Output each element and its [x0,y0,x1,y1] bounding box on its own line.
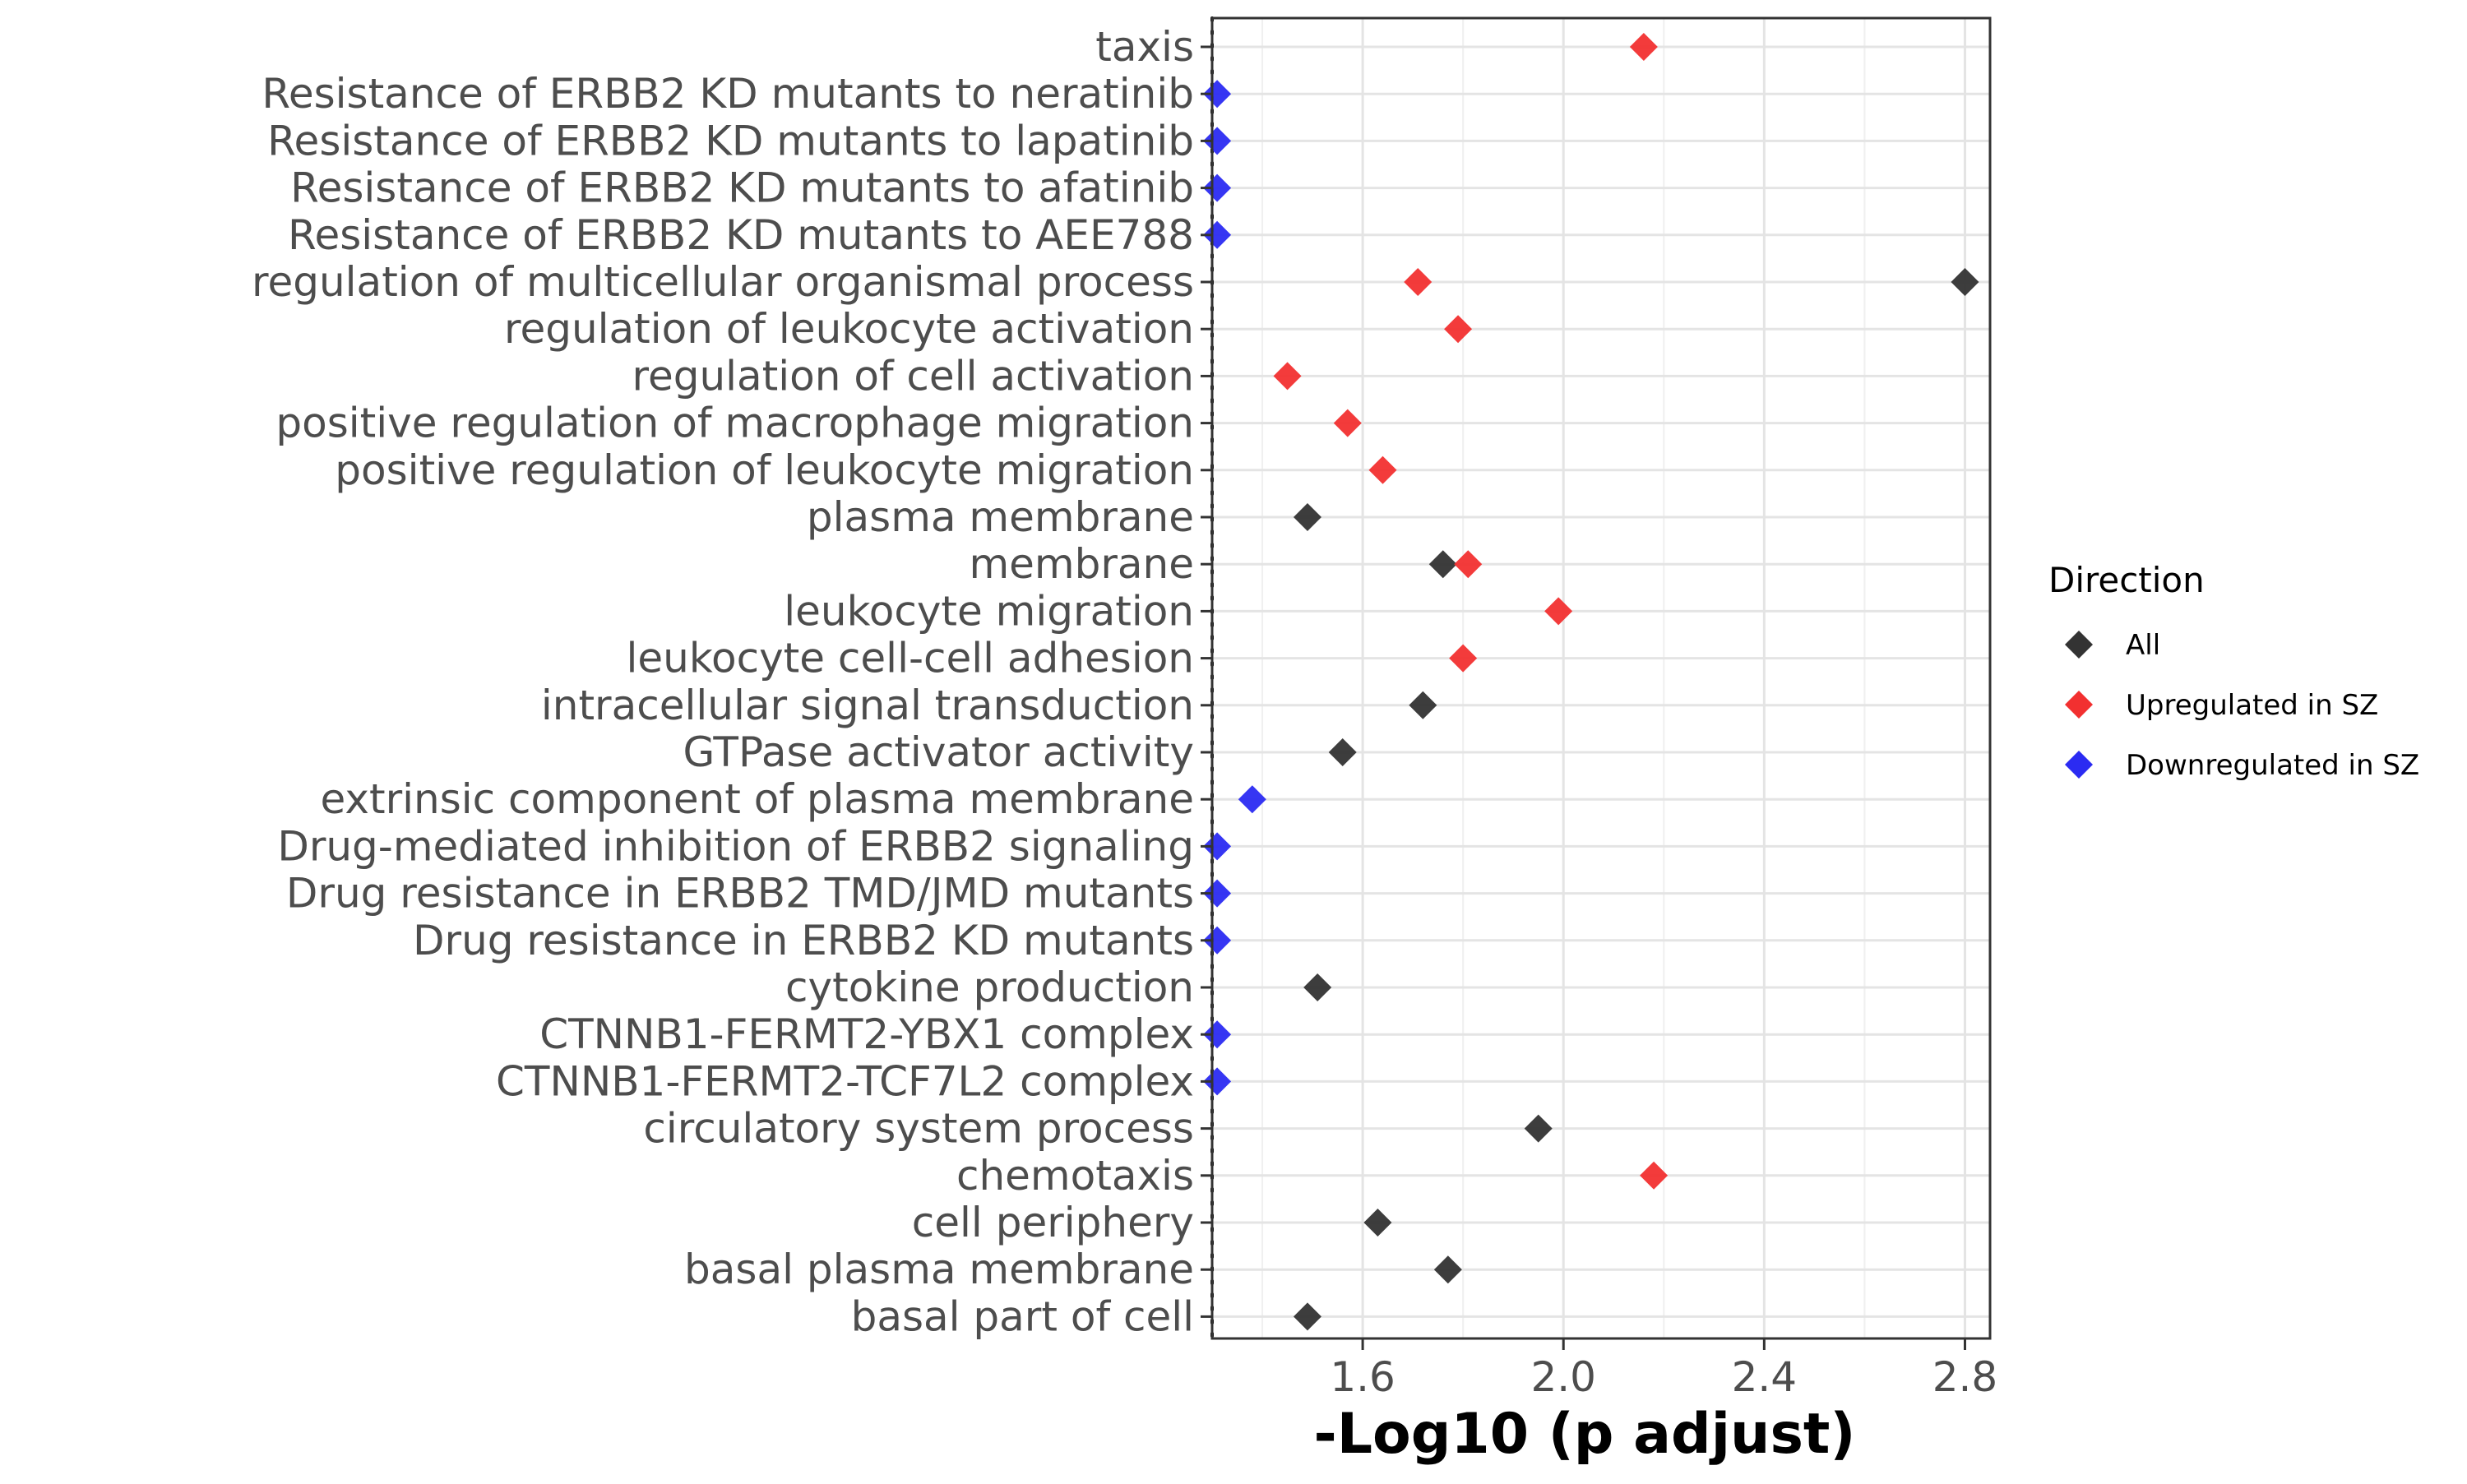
data-point-downregulated-in-sz [1203,926,1232,955]
data-points [1203,16,1992,1340]
data-point-downregulated-in-sz [1203,1020,1232,1049]
data-point-all [1951,268,1979,296]
legend-title: Direction [2048,560,2205,600]
y-tick-label: CTNNB1-FERMT2-TCF7L2 complex [496,1057,1194,1105]
y-tick-label: leukocyte migration [784,587,1194,635]
data-point-downregulated-in-sz [1203,879,1232,908]
data-point-downregulated-in-sz [1203,220,1232,249]
y-tick-label: CTNNB1-FERMT2-YBX1 complex [539,1010,1194,1058]
y-tick-label: Drug-mediated inhibition of ERBB2 signal… [277,822,1194,870]
legend-key-icon [2065,691,2093,719]
data-point-all [1303,973,1332,1001]
x-tick-label: 2.8 [1932,1353,1998,1401]
data-point-downregulated-in-sz [1203,173,1232,202]
y-tick-label: GTPase activator activity [683,728,1194,776]
y-tick-label: Resistance of ERBB2 KD mutants to afatin… [290,164,1194,212]
data-point-upregulated-in-sz [1449,644,1478,673]
data-point-upregulated-in-sz [1273,362,1302,391]
data-point-upregulated-in-sz [1368,455,1397,484]
data-point-upregulated-in-sz [1333,409,1362,437]
y-tick-label: positive regulation of leukocyte migrati… [335,446,1194,494]
y-tick-label: Resistance of ERBB2 KD mutants to lapati… [267,117,1194,164]
y-tick-label: intracellular signal transduction [541,682,1194,729]
x-tick-label: 2.4 [1732,1353,1798,1401]
y-tick-label: circulatory system process [643,1105,1194,1153]
y-tick-label: regulation of leukocyte activation [504,305,1194,353]
y-tick-label: membrane [969,540,1194,588]
y-tick-label: cell periphery [912,1199,1194,1246]
data-point-all [1363,1209,1392,1237]
x-tick-label: 2.0 [1530,1353,1596,1401]
y-tick-label: leukocyte cell-cell adhesion [626,635,1194,682]
grid [1212,18,1990,1338]
data-point-upregulated-in-sz [1640,1161,1669,1190]
legend-label: All [2126,629,2160,662]
data-point-downregulated-in-sz [1203,832,1232,861]
y-tick-label: plasma membrane [807,493,1194,541]
y-tick-label: regulation of cell activation [632,352,1195,400]
y-tick-label: basal plasma membrane [684,1246,1194,1293]
y-tick-label: basal part of cell [851,1292,1194,1340]
data-point-all [1409,691,1437,719]
y-tick-label: extrinsic component of plasma membrane [321,775,1195,823]
data-point-downregulated-in-sz [1203,1067,1232,1096]
x-axis-title: -Log10 (p adjust) [1313,1402,1855,1467]
data-point-all [1433,1255,1462,1284]
data-point-upregulated-in-sz [1629,33,1658,61]
data-point-downregulated-in-sz [1203,127,1232,155]
data-point-all [1293,1302,1321,1331]
data-point-upregulated-in-sz [1454,550,1483,579]
panel-background [1212,18,1990,1338]
legend-key-icon [2065,631,2093,659]
data-point-all [1293,503,1321,531]
data-point-all [1524,1114,1553,1143]
y-tick-label: taxis [1095,23,1194,71]
x-axis: 1.6 2.0 2.4 2.8 [1330,1338,1997,1401]
legend-label: Upregulated in SZ [2126,689,2378,722]
y-tick-label: Drug resistance in ERBB2 TMD/JMD mutants [286,870,1194,918]
data-point-all [1428,550,1457,579]
data-point-upregulated-in-sz [1404,268,1433,296]
y-tick-label: chemotaxis [956,1152,1194,1200]
data-point-upregulated-in-sz [1544,597,1573,626]
data-point-all [1328,738,1357,766]
data-point-downregulated-in-sz [1238,785,1266,814]
y-tick-label: Resistance of ERBB2 KD mutants to nerati… [262,70,1194,118]
data-point-upregulated-in-sz [1444,315,1473,344]
legend-key-icon [2065,751,2093,779]
legend-label: Downregulated in SZ [2126,749,2419,782]
data-point-downregulated-in-sz [1203,80,1232,109]
y-tick-label: Resistance of ERBB2 KD mutants to AEE788 [288,211,1194,259]
y-tick-label: positive regulation of macrophage migrat… [275,400,1194,447]
x-tick-label: 1.6 [1330,1353,1395,1401]
legend: Direction All Upregulated in SZ Downregula… [2048,560,2419,782]
y-tick-label: regulation of multicellular organismal p… [252,258,1194,306]
y-tick-label: cytokine production [785,964,1194,1011]
y-tick-label: Drug resistance in ERBB2 KD mutants [413,917,1194,964]
panel-border [1210,16,1992,1340]
